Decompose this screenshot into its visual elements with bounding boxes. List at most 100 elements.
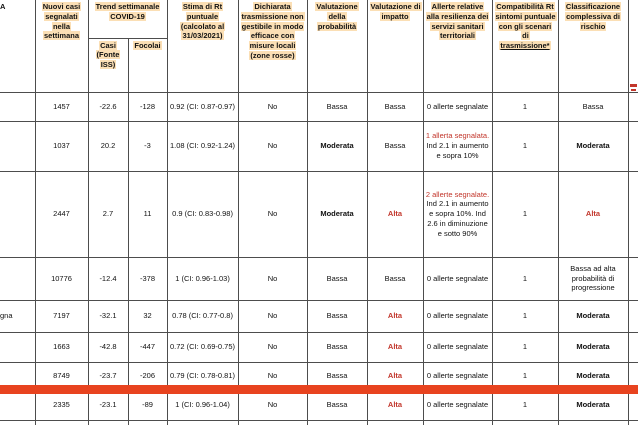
cell-declared: No xyxy=(237,256,308,301)
cell-probability: Bassa xyxy=(306,256,368,301)
cell-impact: Bassa xyxy=(366,91,424,122)
col-header-cutoff-sliver xyxy=(627,0,638,93)
cell-cases: 2335 xyxy=(34,389,89,421)
table-row: 1457 -22.6 -128 0.92 (CI: 0.87-0.97) No … xyxy=(0,91,638,122)
cell-alerts: 1 allerta segnalata. Ind 2.1 in aumento e… xyxy=(422,120,493,172)
cell-rt: 0.9 (CI: 0.83-0.98) xyxy=(166,170,239,258)
cell-classification: Alta xyxy=(557,170,629,258)
cell-cases: 1663 xyxy=(34,331,89,363)
cell-rt: 1 (CI: 0.96-1.04) xyxy=(166,389,239,421)
cell-cutoff-sliver xyxy=(627,299,638,333)
cell-impact: Alta xyxy=(366,389,424,421)
cell-compatibility: 1 xyxy=(491,256,559,301)
col-header-risk-classification: Classificazione complessiva di rischio xyxy=(557,0,629,93)
cell-impact: Bassa xyxy=(366,120,424,172)
col-header-compatibility: Compatibilità Rt sintomi puntuale con gl… xyxy=(491,0,559,93)
col-header-declared-transmission: Dichiarata trasmissione non gestibile in… xyxy=(237,0,308,93)
cell-rt: 1.08 (CI: 0.92-1.24) xyxy=(166,120,239,172)
cell-cases: 2447 xyxy=(34,170,89,258)
table-row: 2335 -23.1 -89 1 (CI: 0.96-1.04) No Bass… xyxy=(0,389,638,421)
cut-off-red-text-fragment xyxy=(630,84,637,87)
cell-rt: 0.72 (CI: 0.69-0.75) xyxy=(166,331,239,363)
cell-cutoff-sliver xyxy=(627,256,638,301)
cell-compatibility: 1 xyxy=(491,331,559,363)
cell-compatibility: 1 xyxy=(491,91,559,122)
cell-cutoff-sliver xyxy=(627,389,638,421)
table-row: 2447 2.7 11 0.9 (CI: 0.83-0.98) No Moder… xyxy=(0,170,638,258)
cell-region xyxy=(0,120,36,172)
cell-rt: 0.78 (CI: 0.77-0.8) xyxy=(166,299,239,333)
cell-trend-cases: 2.7 xyxy=(87,170,129,258)
cell-trend-cases: -42.8 xyxy=(87,331,129,363)
table-row: gna 7197 -32.1 32 0.78 (CI: 0.77-0.8) No… xyxy=(0,299,638,333)
cell-rt: 1 (CI: 0.96-1.03) xyxy=(166,256,239,301)
cell-probability: Bassa xyxy=(306,389,368,421)
cell-alerts: 0 allerte segnalate xyxy=(422,256,493,301)
cell-rt: 0.92 (CI: 0.87-0.97) xyxy=(166,91,239,122)
cell-compatibility: 1 xyxy=(491,389,559,421)
cell-region xyxy=(0,170,36,258)
col-header-region: A xyxy=(0,0,36,93)
cell-trend-outbreaks: -378 xyxy=(127,256,168,301)
cell-compatibility: 1 xyxy=(491,299,559,333)
cell-trend-cases: -22.6 xyxy=(87,91,129,122)
cell-trend-cases: -23.1 xyxy=(87,389,129,421)
cell-trend-cases: -12.4 xyxy=(87,256,129,301)
table-row: 10776 -12.4 -378 1 (CI: 0.96-1.03) No Ba… xyxy=(0,256,638,301)
cell-impact: Alta xyxy=(366,331,424,363)
col-header-alerts: Allerte relative alla resilienza dei ser… xyxy=(422,0,493,93)
cell-impact: Bassa xyxy=(366,256,424,301)
cell-probability: Bassa xyxy=(306,91,368,122)
cell-trend-outbreaks: -3 xyxy=(127,120,168,172)
col-header-trend-cases: Casi (Fonte ISS) xyxy=(88,37,129,93)
cell-cases: 1457 xyxy=(34,91,89,122)
cell-classification: Moderata xyxy=(557,120,629,172)
cell-compatibility: 1 xyxy=(491,120,559,172)
cell-compatibility: 1 xyxy=(491,170,559,258)
cut-off-red-text-fragment xyxy=(631,89,636,91)
cell-region xyxy=(0,389,36,421)
cell-cutoff-sliver xyxy=(627,120,638,172)
cell-impact: Alta xyxy=(366,170,424,258)
cell-declared: No xyxy=(237,170,308,258)
cell-alerts: 0 allerte segnalate xyxy=(422,389,493,421)
cell-probability: Bassa xyxy=(306,331,368,363)
cell-cutoff-sliver xyxy=(627,91,638,122)
table-row: 1037 20.2 -3 1.08 (CI: 0.92-1.24) No Mod… xyxy=(0,120,638,172)
cell-cutoff-sliver xyxy=(627,331,638,363)
cell-trend-outbreaks: 11 xyxy=(127,170,168,258)
cell-trend-cases: -32.1 xyxy=(87,299,129,333)
cell-declared: No xyxy=(237,389,308,421)
cell-classification: Bassa ad alta probabilità di progression… xyxy=(557,256,629,301)
cell-alerts: 0 allerte segnalate xyxy=(422,299,493,333)
header-row-2: Casi (Fonte ISS) Focolai xyxy=(0,37,638,93)
cell-declared: No xyxy=(237,299,308,333)
cell-region xyxy=(0,331,36,363)
cell-classification: Moderata xyxy=(557,331,629,363)
col-header-rt-estimate: Stima di Rt puntuale (calcolato al 31/03… xyxy=(166,0,239,93)
table-row-cutoff xyxy=(0,419,638,425)
col-header-impact: Valutazione di impatto xyxy=(366,0,424,93)
cell-cases: 7197 xyxy=(34,299,89,333)
table-row: 1663 -42.8 -447 0.72 (CI: 0.69-0.75) No … xyxy=(0,331,638,363)
cell-declared: No xyxy=(237,331,308,363)
col-header-probability: Valutazione della probabilità xyxy=(306,0,368,93)
cell-impact: Alta xyxy=(366,299,424,333)
col-header-weekly-trend: Trend settimanale COVID-19 xyxy=(87,0,168,39)
header-row-1: A Nuovi casi segnalati nella settimana T… xyxy=(0,0,638,93)
cell-classification: Bassa xyxy=(557,91,629,122)
cell-probability: Bassa xyxy=(306,299,368,333)
cell-cases: 10776 xyxy=(34,256,89,301)
col-header-trend-outbreaks: Focolai xyxy=(127,37,168,93)
cell-region: gna xyxy=(0,299,36,333)
cell-trend-outbreaks: -89 xyxy=(127,389,168,421)
cell-declared: No xyxy=(237,120,308,172)
cell-alerts: 2 allerte segnalate. Ind 2.1 in aumento e… xyxy=(422,170,493,258)
region-header-fragment: A xyxy=(0,2,6,11)
cell-probability: Moderata xyxy=(306,120,368,172)
col-header-new-cases: Nuovi casi segnalati nella settimana xyxy=(34,0,89,93)
cell-classification: Moderata xyxy=(557,299,629,333)
cell-trend-outbreaks: -128 xyxy=(127,91,168,122)
